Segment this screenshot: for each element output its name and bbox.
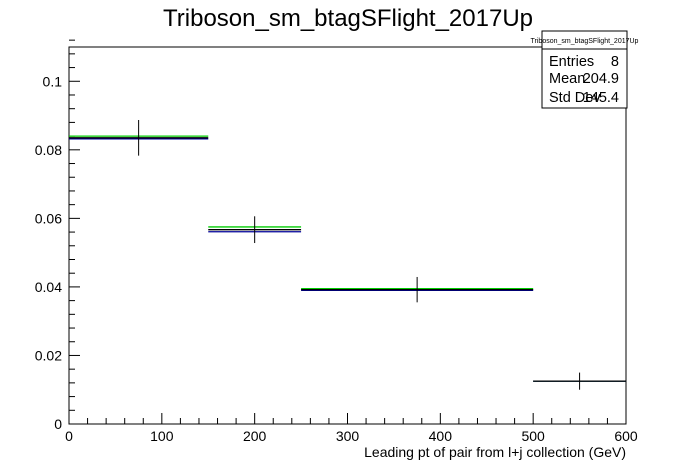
stats-box-title: Triboson_sm_btagSFlight_2017Up bbox=[531, 38, 639, 45]
y-tick-label: 0.1 bbox=[43, 73, 63, 89]
y-tick-label: 0.08 bbox=[35, 142, 62, 158]
chart-title: Triboson_sm_btagSFlight_2017Up bbox=[163, 5, 533, 32]
stats-entries-label: Entries bbox=[549, 54, 594, 70]
x-tick-label: 300 bbox=[336, 428, 360, 444]
x-tick-label: 400 bbox=[429, 428, 453, 444]
stats-box: Triboson_sm_btagSFlight_2017Up Entries 8… bbox=[531, 30, 639, 109]
y-tick-label: 0.04 bbox=[35, 279, 62, 295]
stats-entries-value: 8 bbox=[611, 54, 619, 70]
y-axis: 0 0.02 0.04 0.06 0.08 0.1 bbox=[35, 39, 80, 432]
x-tick-label: 600 bbox=[614, 428, 638, 444]
stats-stddev-value: 145.4 bbox=[583, 90, 619, 106]
x-tick-label: 500 bbox=[521, 428, 545, 444]
x-tick-label: 100 bbox=[150, 428, 174, 444]
y-tick-label: 0 bbox=[54, 416, 62, 432]
stats-mean-label: Mean bbox=[549, 71, 585, 87]
y-tick-label: 0.02 bbox=[35, 347, 62, 363]
x-axis: 0 100 200 300 400 500 600 bbox=[65, 413, 638, 444]
series-layer bbox=[69, 120, 626, 390]
stats-mean-value: 204.9 bbox=[583, 71, 619, 87]
x-tick-label: 0 bbox=[65, 428, 73, 444]
y-tick-label: 0.06 bbox=[35, 210, 62, 226]
stats-stddev-label: Std Dev bbox=[549, 90, 601, 106]
x-axis-label: Leading pt of pair from l+j collection (… bbox=[364, 444, 626, 460]
x-tick-label: 200 bbox=[243, 428, 267, 444]
